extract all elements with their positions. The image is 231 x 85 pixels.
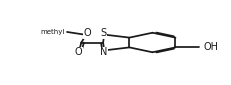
Text: methyl: methyl	[41, 29, 65, 35]
Text: S: S	[100, 28, 106, 38]
Text: OH: OH	[204, 42, 219, 52]
Text: O: O	[75, 47, 82, 57]
Text: N: N	[100, 47, 107, 57]
Text: O: O	[84, 28, 91, 38]
